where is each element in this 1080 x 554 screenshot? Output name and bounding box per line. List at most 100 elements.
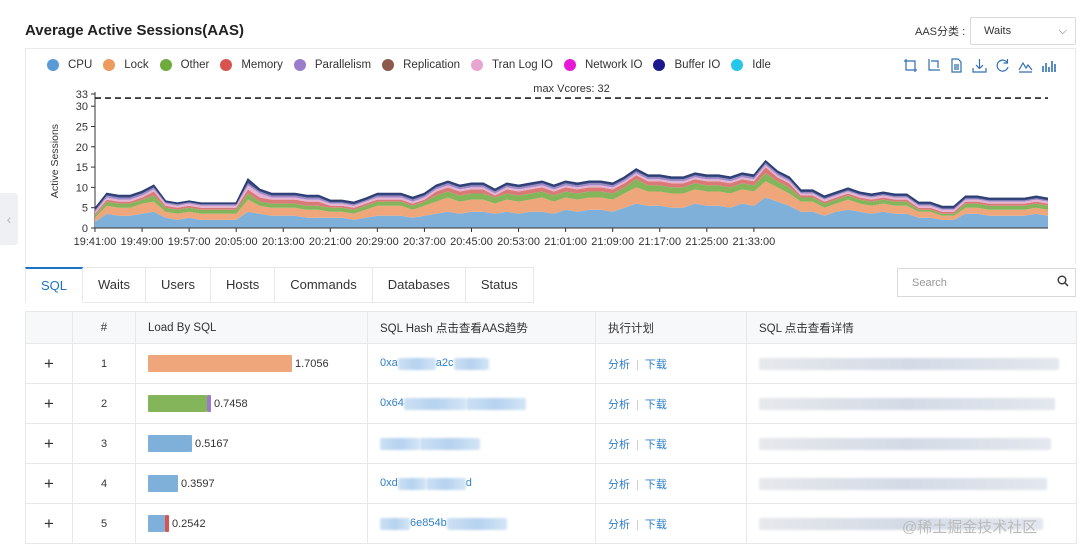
x-tick-label: 20:37:00 bbox=[403, 236, 446, 248]
area-series-cpu[interactable] bbox=[95, 197, 1048, 229]
zoom-reset-icon[interactable] bbox=[926, 58, 941, 73]
tab-databases[interactable]: Databases bbox=[372, 267, 466, 303]
expand-row-button[interactable]: + bbox=[25, 343, 73, 384]
expand-row-button[interactable]: + bbox=[25, 503, 73, 544]
legend-dot-icon bbox=[103, 59, 116, 71]
legend-item-parallelism[interactable]: Parallelism bbox=[293, 59, 372, 71]
legend-dot-icon bbox=[220, 59, 233, 71]
legend-label: Lock bbox=[124, 59, 149, 71]
tab-status[interactable]: Status bbox=[465, 267, 534, 303]
y-tick-label: 0 bbox=[82, 223, 88, 235]
row-number: 2 bbox=[72, 383, 136, 424]
sql-detail-link[interactable] bbox=[746, 343, 1077, 384]
redacted-hash bbox=[380, 517, 410, 530]
tab-sql[interactable]: SQL bbox=[25, 267, 84, 303]
x-tick-label: 20:53:00 bbox=[497, 236, 540, 248]
legend-item-cpu[interactable]: CPU bbox=[47, 59, 92, 71]
sql-detail-link[interactable] bbox=[746, 423, 1077, 464]
tab-commands[interactable]: Commands bbox=[275, 267, 373, 303]
hash-mid: 6e854b bbox=[410, 517, 447, 530]
legend-item-idle[interactable]: Idle bbox=[731, 59, 771, 71]
analyze-link[interactable]: 分析 bbox=[608, 438, 630, 451]
legend-item-buffer-io[interactable]: Buffer IO bbox=[653, 59, 720, 71]
sql-hash-link[interactable]: 0xa a2c bbox=[367, 343, 596, 384]
download-link[interactable]: 下载 bbox=[644, 518, 667, 531]
row-number: 1 bbox=[72, 343, 136, 384]
hash-prefix: 0xa bbox=[380, 357, 398, 370]
sql-hash-link[interactable]: 0x64 bbox=[367, 383, 596, 424]
download-link[interactable]: 下载 bbox=[644, 478, 667, 491]
table-row[interactable]: +5 0.2542 6e854b 分析 | 下载 bbox=[25, 503, 1077, 544]
sql-hash-link[interactable] bbox=[367, 423, 596, 464]
zoom-icon[interactable] bbox=[903, 58, 918, 73]
download-link[interactable]: 下载 bbox=[644, 358, 667, 371]
legend-label: Memory bbox=[241, 59, 283, 71]
refresh-icon[interactable] bbox=[995, 58, 1010, 73]
search-input[interactable] bbox=[898, 269, 1048, 296]
legend-item-replication[interactable]: Replication bbox=[382, 59, 460, 71]
load-cell: 0.2542 bbox=[135, 503, 368, 544]
header-load-by-sql[interactable]: Load By SQL bbox=[135, 311, 368, 344]
x-tick-label: 21:09:00 bbox=[591, 236, 634, 248]
header-sql-detail: SQL 点击查看详情 bbox=[746, 311, 1077, 344]
expand-row-button[interactable]: + bbox=[25, 383, 73, 424]
sql-detail-link[interactable] bbox=[746, 503, 1077, 544]
area-series-other[interactable] bbox=[95, 173, 1048, 218]
sql-detail-link[interactable] bbox=[746, 383, 1077, 424]
redacted-sql bbox=[759, 437, 1051, 450]
analyze-link[interactable]: 分析 bbox=[608, 358, 630, 371]
download-link[interactable]: 下载 bbox=[644, 398, 667, 411]
table-row[interactable]: +1 1.7056 0xa a2c 分析 | 下载 bbox=[25, 343, 1077, 384]
expand-row-button[interactable]: + bbox=[25, 463, 73, 504]
legend-label: Parallelism bbox=[314, 59, 372, 71]
exec-plan-cell: 分析 | 下载 bbox=[595, 383, 747, 424]
search-icon[interactable] bbox=[1057, 275, 1069, 287]
line-chart-icon[interactable] bbox=[1018, 58, 1033, 73]
search-box bbox=[897, 268, 1076, 297]
table-row[interactable]: +3 0.5167 分析 | 下载 bbox=[25, 423, 1077, 464]
analyze-link[interactable]: 分析 bbox=[608, 398, 630, 411]
sql-hash-link[interactable]: 0xd d bbox=[367, 463, 596, 504]
chevron-left-icon: ‹ bbox=[6, 211, 12, 227]
legend-dot-icon bbox=[382, 59, 395, 71]
aas-category-select[interactable]: Waits ⌵ bbox=[970, 17, 1076, 45]
tab-hosts[interactable]: Hosts bbox=[211, 267, 276, 303]
download-icon[interactable] bbox=[972, 58, 987, 73]
sql-hash-link[interactable]: 6e854b bbox=[367, 503, 596, 544]
load-bar-segment bbox=[148, 395, 207, 412]
x-tick-label: 21:01:00 bbox=[544, 236, 587, 248]
redacted-hash bbox=[403, 397, 466, 410]
sql-detail-link[interactable] bbox=[746, 463, 1077, 504]
legend-item-lock[interactable]: Lock bbox=[103, 59, 149, 71]
analyze-link[interactable]: 分析 bbox=[608, 518, 630, 531]
legend-item-network-io[interactable]: Network IO bbox=[563, 59, 642, 71]
y-tick-label: 10 bbox=[76, 182, 88, 194]
hash-mid: a2c bbox=[435, 357, 454, 370]
legend-item-tran-log-io[interactable]: Tran Log IO bbox=[471, 59, 553, 71]
hash-prefix: 0xd bbox=[380, 477, 398, 490]
collapse-sidebar-handle[interactable]: ‹ bbox=[0, 193, 18, 245]
analyze-link[interactable]: 分析 bbox=[608, 478, 630, 491]
legend-item-memory[interactable]: Memory bbox=[220, 59, 283, 71]
area-series-memory[interactable] bbox=[95, 167, 1048, 216]
bar-chart-icon[interactable] bbox=[1041, 58, 1056, 73]
tab-users[interactable]: Users bbox=[146, 267, 211, 303]
row-number: 4 bbox=[72, 463, 136, 504]
download-link[interactable]: 下载 bbox=[644, 438, 667, 451]
redacted-sql bbox=[759, 477, 1047, 490]
table-row[interactable]: +2 0.7458 0x64 分析 | 下载 bbox=[25, 383, 1077, 424]
separator: | bbox=[636, 518, 639, 531]
load-value: 0.7458 bbox=[214, 397, 248, 410]
legend-item-other[interactable]: Other bbox=[159, 59, 209, 71]
table-row[interactable]: +4 0.3597 0xd d 分析 | 下载 bbox=[25, 463, 1077, 504]
load-cell: 0.7458 bbox=[135, 383, 368, 424]
redacted-sql bbox=[759, 397, 1055, 410]
expand-row-button[interactable]: + bbox=[25, 423, 73, 464]
tab-waits[interactable]: Waits bbox=[83, 267, 147, 303]
data-view-icon[interactable] bbox=[949, 58, 964, 73]
load-bar-segment bbox=[165, 515, 169, 532]
x-tick-label: 19:41:00 bbox=[74, 236, 117, 248]
area-series-lock[interactable] bbox=[95, 181, 1048, 222]
load-cell: 1.7056 bbox=[135, 343, 368, 384]
